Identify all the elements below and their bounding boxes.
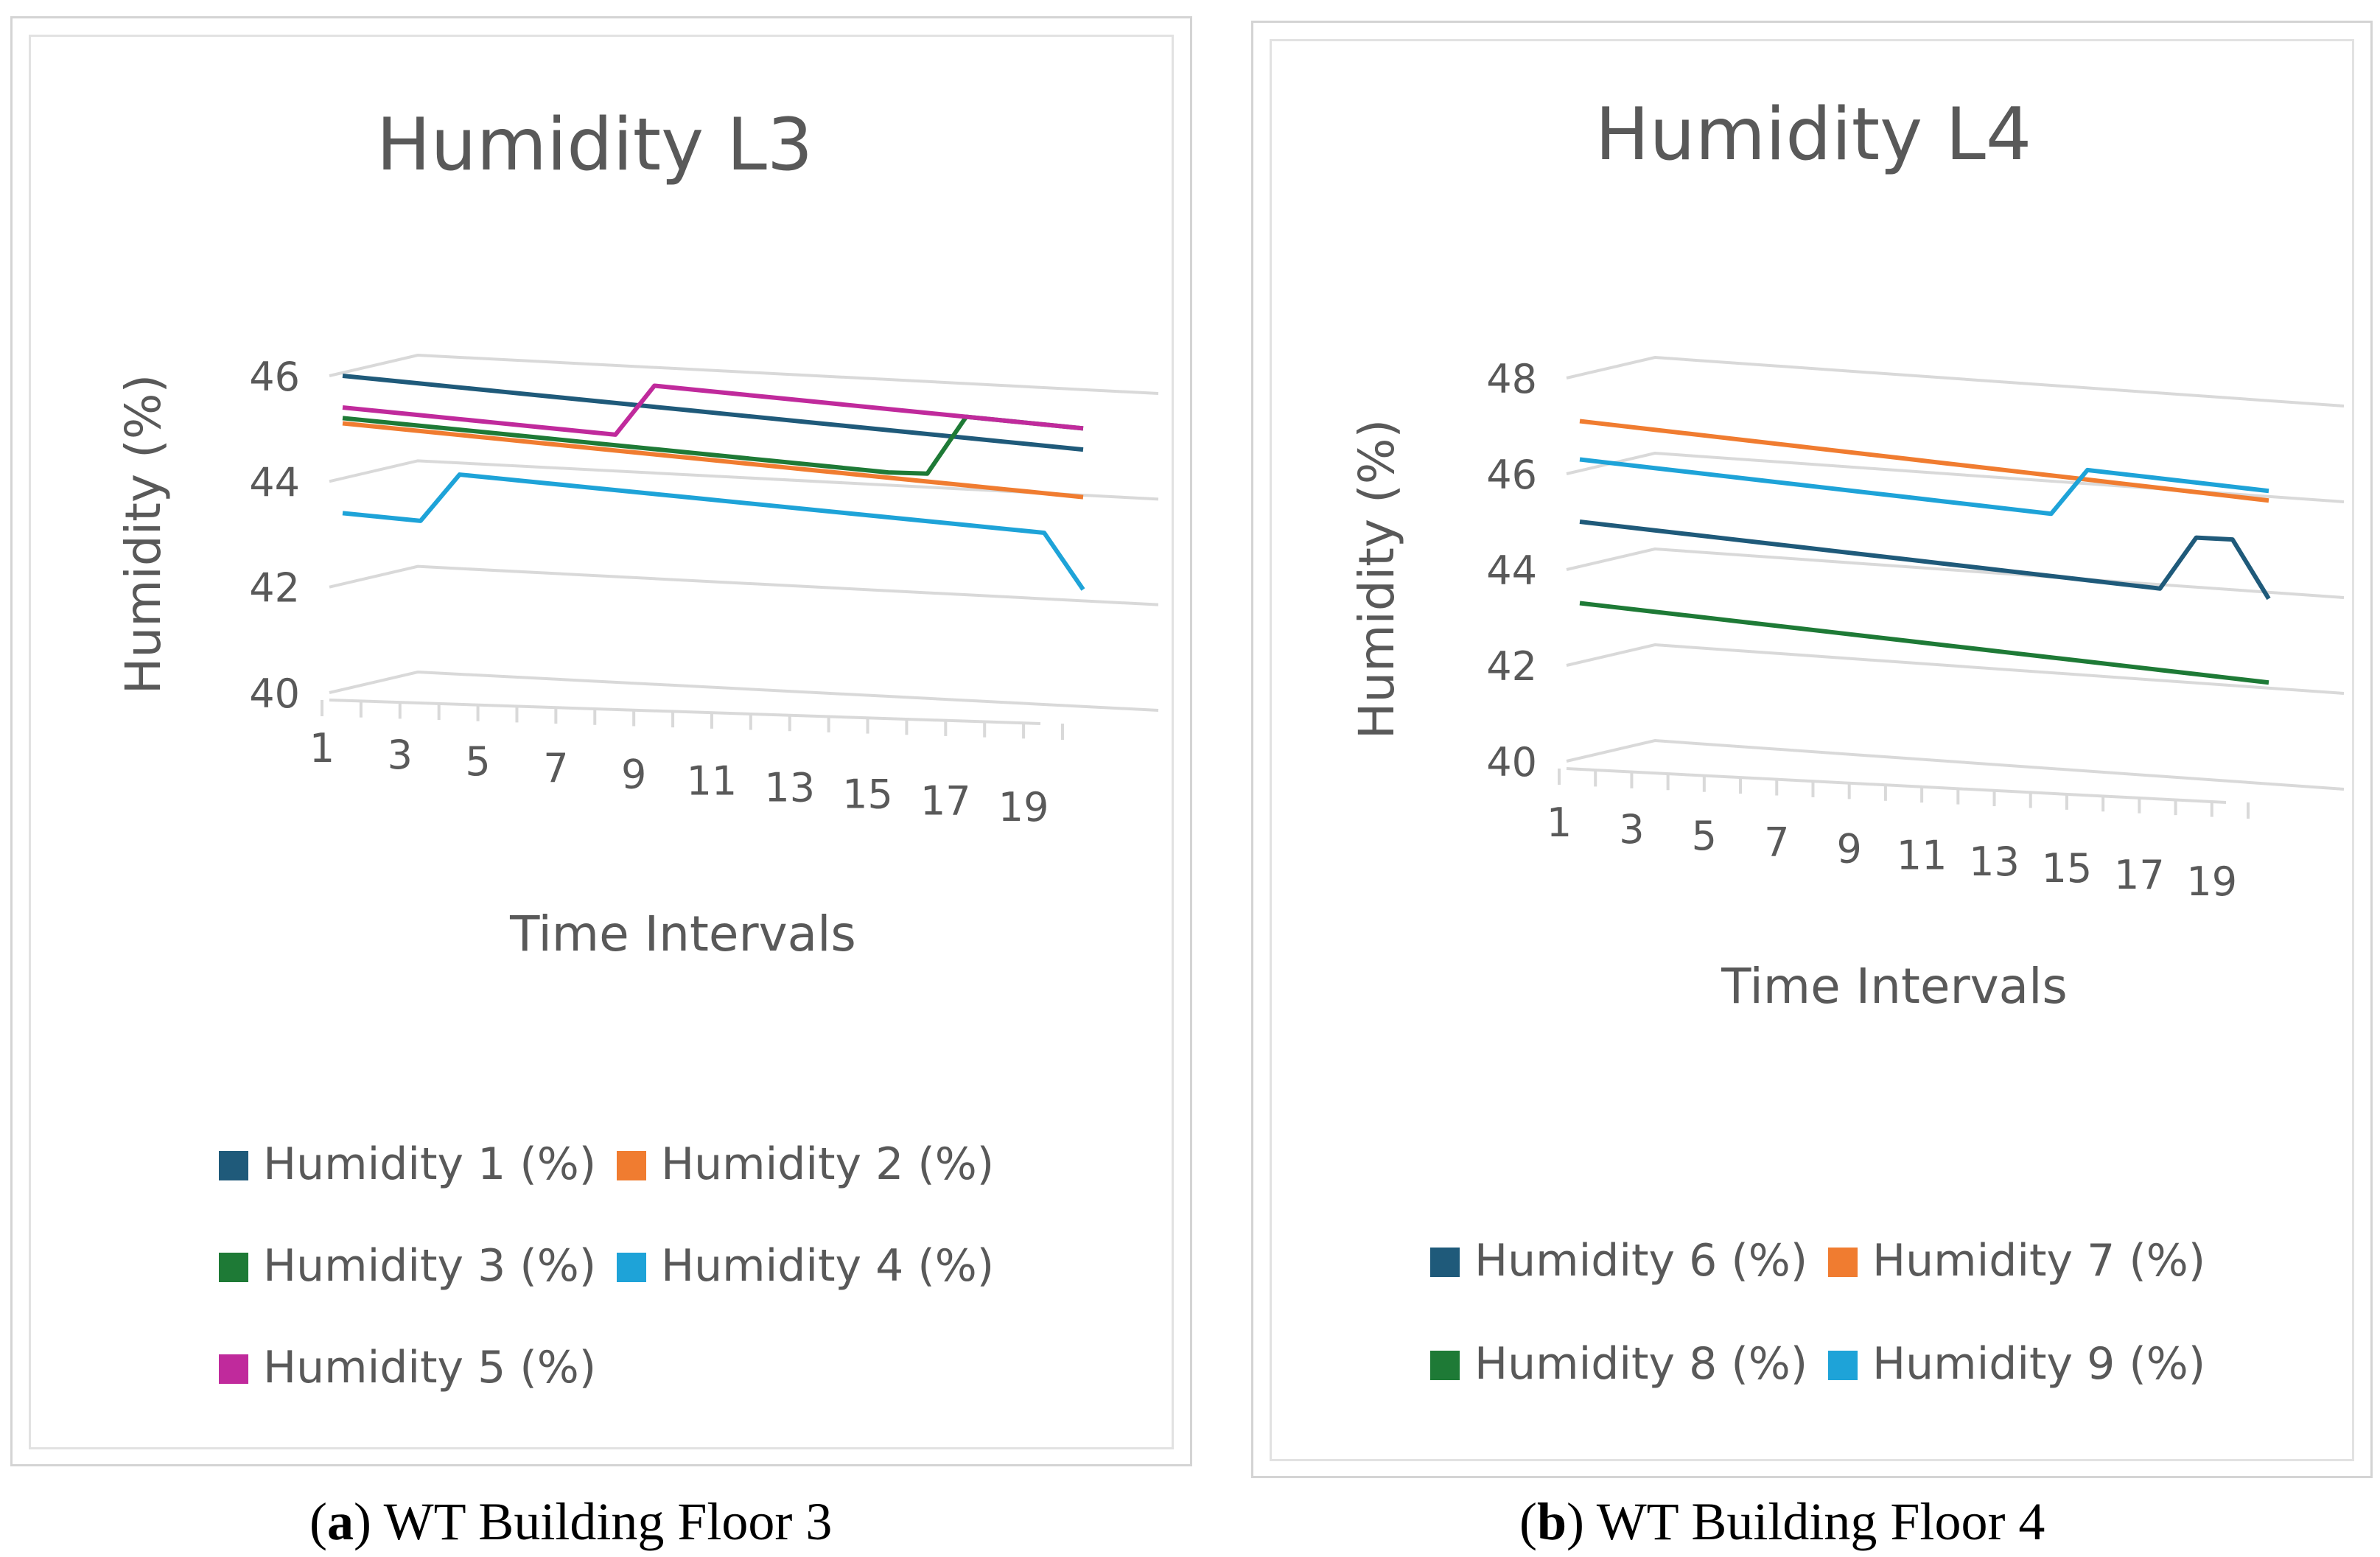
x-tick-label: 3 [1619,806,1644,853]
x-tick-label: 5 [465,738,490,785]
x-tick-label: 17 [920,777,971,824]
legend-label: Humidity 4 (%) [661,1240,994,1292]
y-tick-label: 46 [1486,452,1537,498]
series-line-3 [342,414,1084,476]
legend-swatch [1430,1248,1460,1277]
y-tick-label: 46 [249,354,300,400]
legend-label: Humidity 8 (%) [1474,1338,1807,1390]
x-tick-label: 11 [1897,832,1947,878]
legend-swatch [1430,1351,1460,1380]
caption-open-paren: ( [309,1492,327,1551]
chart-panel-inner-frame [29,35,1174,1449]
legend-swatch [219,1354,248,1384]
chart-panel-inner-frame [1270,39,2354,1461]
series-line-4 [1579,457,2269,517]
legend-swatch [1828,1351,1858,1380]
x-tick-label: 9 [1837,826,1862,872]
x-tick-label: 11 [687,758,738,805]
y-axis-label: Humidity (%) [1348,419,1405,739]
series-line-2 [342,421,1084,500]
x-tick-label: 17 [2114,852,2165,898]
x-tick-label: 15 [2042,845,2093,892]
series-line-1 [1579,519,2271,601]
x-tick-label: 3 [388,732,413,778]
legend-label: Humidity 9 (%) [1872,1338,2205,1390]
legend-label: Humidity 2 (%) [661,1138,994,1190]
gridline [329,459,1159,501]
x-tick-label: 19 [998,784,1049,830]
x-tick-label: 13 [1969,839,2020,885]
x-tick-label: 9 [621,752,646,798]
legend-label: Humidity 3 (%) [263,1240,596,1292]
y-axis-label: Humidity (%) [115,374,172,694]
caption-text: WT Building Floor 4 [1596,1492,2045,1551]
x-tick-label: 19 [2186,858,2237,905]
y-tick-label: 40 [249,671,300,717]
x-tick-label: 7 [543,745,568,791]
chart-panel-floor-4: Humidity L4 40 42 44 46 48 1 3 5 7 9 11 13 15 17 19 Humi… [1251,21,2373,1478]
legend-swatch [617,1253,646,1282]
gridline [1566,738,2345,791]
caption-letter: a [326,1492,354,1551]
caption-close-paren: ) [353,1492,384,1551]
legend-swatch [219,1151,248,1180]
x-tick-label: 1 [309,725,335,771]
y-tick-label: 44 [1486,547,1537,594]
gridline [1566,643,2345,695]
y-tick-label: 42 [1486,643,1537,690]
caption-text: WT Building Floor 3 [383,1492,833,1551]
x-tick-label: 5 [1692,813,1717,859]
legend-label: Humidity 6 (%) [1474,1235,1807,1287]
gridline [1566,547,2345,599]
gridline [329,670,1159,712]
x-tick-label: 15 [842,771,893,817]
caption-open-paren: ( [1519,1492,1537,1551]
gridline [1566,451,2345,503]
chart-panel-floor-3: Humidity L3 40 42 44 46 1 3 5 7 9 11 13 15 17 19 Humidi… [10,16,1192,1466]
legend-swatch [1828,1248,1858,1277]
series-line-2 [1579,419,2269,503]
figure-caption-a: (a) WT Building Floor 3 [309,1491,832,1553]
legend-label: Humidity 1 (%) [263,1138,596,1190]
legend-label: Humidity 5 (%) [263,1342,596,1393]
y-tick-label: 44 [249,459,300,505]
gridline [1566,355,2345,407]
figure-caption-b: (b) WT Building Floor 4 [1519,1491,2045,1553]
x-axis-line [1566,767,2227,804]
legend-swatch [219,1253,248,1282]
gridline [329,353,1159,395]
chart-title: Humidity L3 [377,103,813,187]
series-line-3 [1579,601,2269,685]
gridline [329,564,1159,606]
series-line-1 [342,374,1084,452]
x-axis-label: Time Intervals [509,906,856,962]
x-tick-label: 7 [1764,819,1789,866]
series-line-4 [342,472,1085,591]
legend-label: Humidity 7 (%) [1872,1235,2205,1287]
caption-close-paren: ) [1567,1492,1597,1551]
x-axis-line [329,699,1041,725]
caption-letter: b [1536,1492,1567,1551]
y-tick-label: 48 [1486,356,1537,402]
series-line-5 [342,383,1084,437]
y-tick-label: 42 [249,565,300,612]
y-tick-label: 40 [1486,739,1537,786]
x-axis-label: Time Intervals [1721,958,2068,1015]
legend-swatch [617,1151,646,1180]
x-tick-label: 13 [764,764,815,811]
chart-title: Humidity L4 [1595,93,2031,177]
x-tick-label: 1 [1547,800,1572,846]
